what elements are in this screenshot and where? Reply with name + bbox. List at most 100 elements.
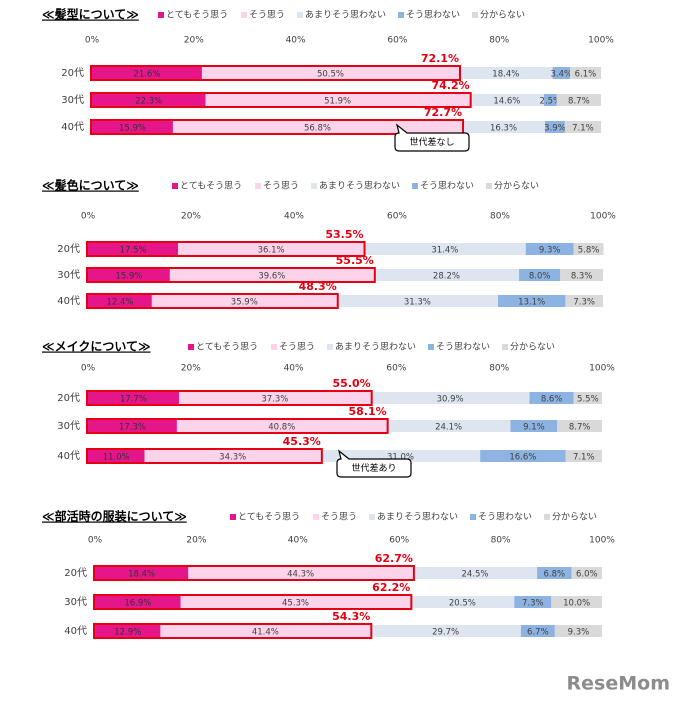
legend-label: そう思わない [478,512,532,523]
bar-segment [525,243,574,255]
legend-label: 分からない [510,342,555,353]
legend-label: 分からない [480,10,525,21]
legend-label: あまりそう思わない [335,342,416,353]
bar-segment [529,392,574,404]
bar-segment [169,269,374,281]
bar-segment [373,269,520,281]
total-label: 45.3% [283,435,321,448]
x-tick-label: 80% [489,364,509,374]
x-tick-label: 0% [88,536,103,546]
value-label: 7.3% [522,599,544,609]
value-label: 41.4% [252,628,279,638]
chart-title: ≪髪色について≫ [42,178,139,193]
bar-segment [573,243,604,255]
legend-swatch [241,12,247,18]
x-tick-label: 60% [389,536,409,546]
bar-segment [88,392,179,404]
bar-segment [520,625,555,637]
value-label: 6.0% [576,570,598,580]
value-label: 34.3% [219,453,246,463]
value-label: 18.4% [492,70,519,80]
bar-segment [92,121,173,133]
value-label: 7.3% [573,298,595,308]
annotation: 世代差あり [351,462,396,474]
value-label: 8.7% [568,97,590,107]
bar-segment [560,269,603,281]
bar-segment [180,596,411,608]
value-label: 51.9% [324,97,351,107]
bar-segment [510,420,558,432]
value-label: 29.7% [432,628,459,638]
bar-segment [569,67,601,79]
legend-label: あまりそう思わない [305,10,386,21]
legend-label: とてもそう思う [166,10,228,21]
x-tick-label: 20% [181,364,201,374]
bar-segment [469,94,544,106]
x-tick-label: 0% [81,364,96,374]
total-outline [90,65,461,81]
bar-segment [364,243,526,255]
x-tick-label: 100% [588,36,614,46]
x-tick-label: 60% [387,36,407,46]
value-label: 11.0% [103,453,130,463]
category-label: 40代 [64,625,87,637]
total-outline [86,390,373,406]
bar-segment [88,243,179,255]
value-label: 35.9% [231,298,258,308]
bar-segment [172,121,463,133]
value-label: 20.5% [449,599,476,609]
chart-title: ≪メイクについて≫ [42,340,151,354]
x-tick-label: 40% [284,364,304,374]
value-label: 14.6% [493,97,520,107]
category-label: 20代 [64,567,87,579]
total-label: 62.7% [375,552,413,565]
legend-swatch [502,344,508,350]
x-tick-label: 20% [184,36,204,46]
value-label: 36.1% [258,246,285,256]
legend-swatch [255,183,261,189]
bar-segment [571,567,602,579]
bar-segment [557,420,602,432]
value-label: 8.3% [571,272,593,282]
category-label: 40代 [57,450,80,462]
bar-segment [552,67,570,79]
value-label: 5.8% [578,246,600,256]
total-label: 62.2% [372,581,410,594]
value-label: 15.9% [119,124,146,134]
category-label: 40代 [57,295,80,307]
value-label: 56.8% [304,124,331,134]
bar-segment [412,567,538,579]
bar-segment [370,392,530,404]
total-label: 53.5% [325,228,363,241]
bar-segment [92,67,202,79]
bar-segment [88,295,152,307]
legend-swatch [158,12,164,18]
bar-segment [564,121,601,133]
x-tick-label: 60% [387,212,407,222]
legend-swatch [311,183,317,189]
category-label: 30代 [57,420,80,432]
legend-swatch [230,514,236,520]
legend-label: そう思う [321,512,357,523]
x-tick-label: 60% [386,364,406,374]
bar-segment [188,567,413,579]
category-label: 20代 [57,392,80,404]
total-label: 74.2% [432,79,470,92]
legend-swatch [428,344,434,350]
legend-swatch [398,12,404,18]
total-outline [86,293,339,309]
bar-segment [556,94,601,106]
value-label: 40.8% [268,423,295,433]
x-tick-label: 20% [181,212,201,222]
bar-segment [176,420,387,432]
x-tick-label: 40% [288,536,308,546]
value-label: 6.8% [544,570,566,580]
value-label: 12.9% [114,628,141,638]
chart-title: ≪髪型について≫ [42,7,139,22]
legend-swatch [486,183,492,189]
callout [394,123,470,152]
bar-segment [514,596,552,608]
bar-segment [336,295,498,307]
value-label: 8.6% [541,395,563,405]
x-tick-label: 100% [590,212,616,222]
